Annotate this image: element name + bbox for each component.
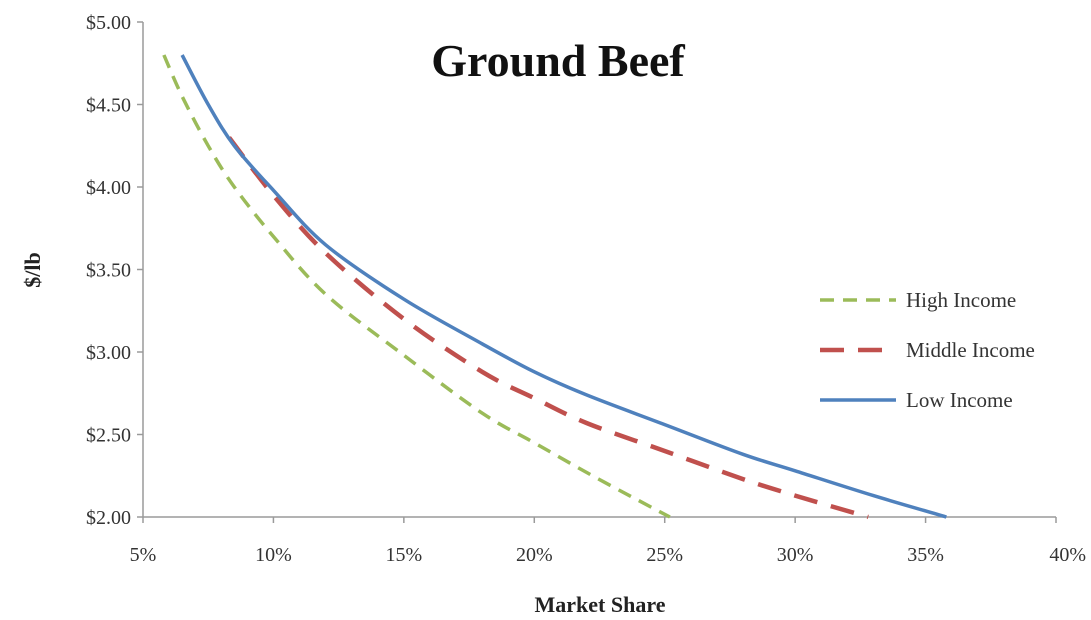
x-tick-label: 25% — [646, 544, 683, 566]
x-tick-label: 15% — [386, 544, 423, 566]
y-tick-label: $2.00 — [86, 507, 131, 529]
y-tick-label: $4.50 — [86, 95, 131, 117]
y-tick-label: $5.00 — [86, 12, 131, 34]
y-tick-label: $4.00 — [86, 177, 131, 199]
x-tick-label: 35% — [907, 544, 944, 566]
legend: High Income Middle Income Low Income — [820, 288, 1035, 412]
legend-label-middle-income: Middle Income — [906, 338, 1035, 362]
y-tick-label: $2.50 — [86, 425, 131, 447]
chart-title: Ground Beef — [431, 35, 685, 86]
x-tick-label: 30% — [777, 544, 814, 566]
y-axis-title: $/lb — [20, 252, 45, 287]
x-tick-label: 5% — [130, 544, 157, 566]
x-axis-title: Market Share — [535, 592, 666, 617]
x-tick-label: 10% — [255, 544, 292, 566]
series-line-low-income — [180, 54, 947, 519]
y-tick-label: $3.50 — [86, 260, 131, 282]
series-line-middle-income — [227, 136, 869, 520]
axes: $2.00 $2.50 $3.00 $3.50 $4.00 $4.50 $5.00 5% 10%… — [86, 12, 1086, 566]
plot-area-series — [162, 54, 947, 520]
legend-label-high-income: High Income — [906, 288, 1016, 312]
y-tick-label: $3.00 — [86, 342, 131, 364]
x-tick-label: 40% — [1049, 544, 1086, 566]
x-tick-label: 20% — [516, 544, 553, 566]
series-line-high-income — [162, 54, 671, 519]
legend-label-low-income: Low Income — [906, 388, 1013, 412]
